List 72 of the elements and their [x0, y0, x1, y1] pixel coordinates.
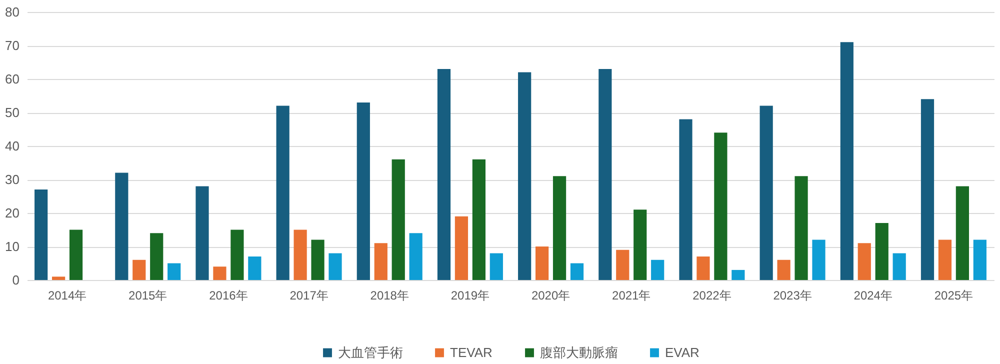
bar: [536, 246, 549, 280]
bar: [437, 68, 451, 280]
bar: [598, 68, 612, 280]
bar: [634, 210, 647, 280]
y-tick-label: 80: [5, 4, 20, 20]
bar: [472, 159, 486, 280]
bar: [115, 172, 128, 280]
bar: [760, 106, 773, 280]
bar: [794, 176, 808, 280]
bar: [328, 253, 342, 280]
y-tick-label: 50: [5, 105, 20, 120]
bar: [518, 72, 532, 280]
x-tick-label: 2016年: [209, 288, 248, 302]
bar: [294, 230, 307, 280]
bar: [696, 256, 710, 280]
x-tick-label: 2017年: [290, 288, 328, 302]
bar: [714, 132, 728, 280]
bar: [875, 223, 888, 280]
bar: [956, 186, 969, 280]
bar: [651, 260, 664, 280]
bar: [230, 230, 244, 280]
bar: [812, 240, 826, 280]
bar: [213, 266, 226, 280]
bar: [938, 240, 952, 280]
y-tick-label: 10: [5, 239, 20, 254]
bar: [840, 42, 854, 280]
y-tick-label: 40: [5, 138, 20, 154]
bar: [858, 243, 871, 280]
bar: [374, 243, 388, 280]
bar: [311, 240, 324, 280]
bar: [196, 186, 209, 280]
bar: [132, 260, 146, 280]
x-tick-label: 2018年: [370, 288, 409, 302]
legend-label: 大血管手術: [338, 344, 403, 360]
bar: [392, 159, 405, 280]
legend-label: EVAR: [665, 344, 700, 360]
bar: [973, 240, 986, 280]
bar: [732, 270, 745, 280]
x-tick-label: 2019年: [450, 288, 490, 302]
x-tick-label: 2020年: [531, 288, 570, 302]
legend-label: 腹部大動脈瘤: [540, 344, 618, 360]
x-tick-label: 2025年: [934, 288, 974, 302]
x-tick-label: 2022年: [692, 288, 732, 302]
bar: [248, 256, 262, 280]
y-tick-label: 20: [5, 206, 20, 220]
bar: [356, 102, 370, 280]
bar: [69, 230, 83, 280]
bar: [679, 119, 692, 280]
y-tick-label: 0: [12, 272, 20, 288]
x-tick-label: 2014年: [48, 288, 87, 302]
bar: [34, 190, 48, 280]
bar: [570, 263, 584, 280]
x-tick-label: 2015年: [128, 288, 168, 302]
y-tick-label: 60: [5, 72, 20, 86]
bar: [276, 106, 290, 280]
bar: [454, 216, 468, 280]
bar: [920, 99, 934, 280]
x-tick-label: 2024年: [854, 288, 892, 302]
bar: [168, 263, 181, 280]
legend-label: TEVAR: [450, 344, 492, 360]
bar: [616, 250, 630, 280]
bar: [892, 253, 906, 280]
bar: [150, 233, 164, 280]
bar: [409, 233, 422, 280]
y-tick-label: 70: [5, 38, 20, 53]
y-tick-label: 30: [5, 172, 20, 187]
bar: [490, 253, 503, 280]
bar: [777, 260, 790, 280]
x-tick-label: 2023年: [773, 288, 812, 302]
x-tick-label: 2021年: [612, 288, 651, 302]
bar: [52, 276, 66, 280]
bar: [552, 176, 566, 280]
